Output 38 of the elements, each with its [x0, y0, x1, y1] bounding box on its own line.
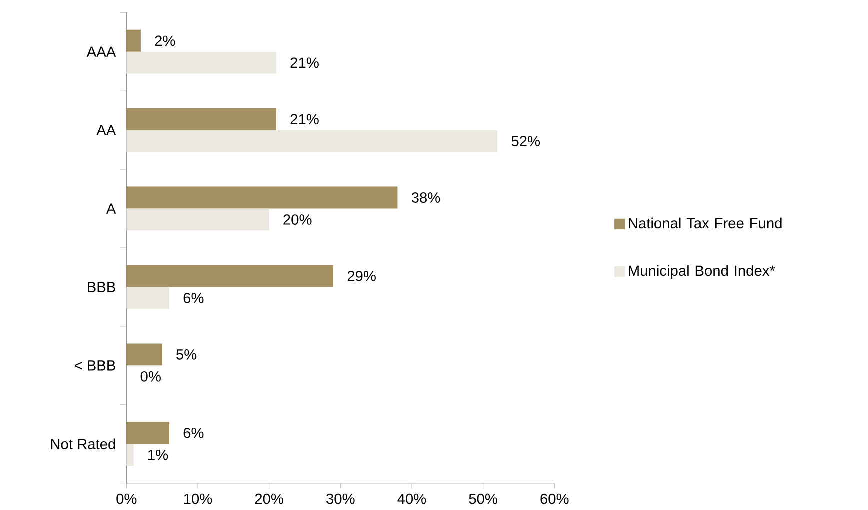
data-label: 29% [348, 271, 376, 282]
x-tick-label: 60% [540, 494, 569, 504]
y-tick-label: A [106, 204, 116, 214]
x-tick-label: 40% [398, 494, 426, 504]
y-tick-label: BBB [88, 282, 116, 292]
data-label: 21% [290, 114, 319, 125]
bar [126, 422, 170, 444]
x-tick-label: 50% [469, 494, 498, 504]
data-label: 38% [412, 192, 440, 203]
x-tick-label: 10% [184, 494, 212, 504]
data-label: 0% [140, 371, 161, 382]
data-label: 52% [512, 136, 540, 147]
x-tick-label: 30% [326, 494, 355, 504]
x-tick-label: 20% [255, 494, 284, 504]
legend-label: Municipal Bond Index* [629, 265, 776, 279]
data-label: 6% [184, 293, 204, 304]
data-label: 5% [176, 350, 197, 360]
data-label: 20% [284, 214, 312, 225]
bar [126, 208, 270, 231]
bar [126, 265, 334, 288]
x-tick-label: 0% [116, 494, 137, 504]
bar [126, 344, 162, 366]
bar [126, 130, 498, 152]
bar [126, 30, 141, 52]
y-tick-label: Not Rated [51, 438, 116, 450]
bar [126, 186, 398, 209]
y-tick-label: AAA [86, 46, 116, 57]
bar [126, 287, 170, 310]
bar [126, 444, 134, 466]
data-label: 2% [155, 36, 176, 46]
y-tick-label: AA [96, 125, 116, 136]
data-label: 21% [290, 58, 319, 68]
y-tick-label: < BBB [74, 360, 116, 371]
data-label: 6% [184, 428, 204, 438]
data-label: 1% [148, 450, 168, 460]
bar [126, 108, 276, 130]
bar [126, 52, 276, 74]
legend-label: National Tax Free Fund [629, 218, 782, 229]
